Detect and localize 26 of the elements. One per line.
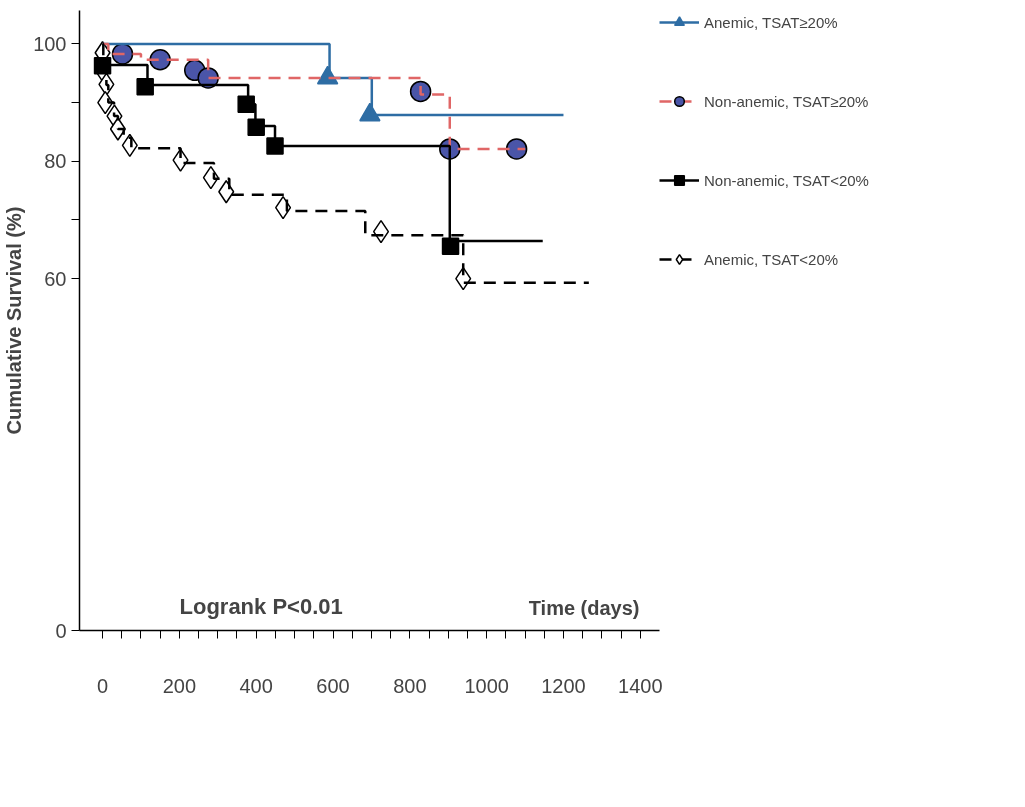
legend-label: Non-anemic, TSAT<20% xyxy=(704,171,869,189)
legend-label: Anemic, TSAT≥20% xyxy=(704,13,838,31)
y-tick-label: 80 xyxy=(44,150,67,173)
y-tick-label: 60 xyxy=(44,267,67,290)
y-axis-title: Cumulative Survival (%) xyxy=(3,206,26,435)
point xyxy=(218,180,235,204)
point xyxy=(266,137,284,155)
point xyxy=(505,138,528,160)
x-tick-label: 200 xyxy=(162,674,197,697)
x-tick-label: 1200 xyxy=(541,674,586,697)
point xyxy=(247,118,265,136)
x-tick-label: 600 xyxy=(316,674,350,697)
x-tick-label: 800 xyxy=(393,674,427,697)
annotation: Logrank P<0.01 xyxy=(179,593,343,619)
x-tick-label: 1400 xyxy=(618,674,663,697)
x-axis-title: Time (days) xyxy=(528,596,640,619)
x-tick-label: 0 xyxy=(96,674,109,697)
y-tick-label: 0 xyxy=(55,619,67,642)
legend-label: Non-anemic, TSAT≥20% xyxy=(704,92,869,110)
point xyxy=(136,78,154,96)
x-tick-label: 400 xyxy=(239,674,273,697)
point xyxy=(149,49,171,71)
y-tick-label: 100 xyxy=(33,32,67,55)
x-tick-label: 1000 xyxy=(464,674,509,697)
legend-label: Anemic, TSAT<20% xyxy=(704,250,839,268)
point xyxy=(372,219,390,244)
